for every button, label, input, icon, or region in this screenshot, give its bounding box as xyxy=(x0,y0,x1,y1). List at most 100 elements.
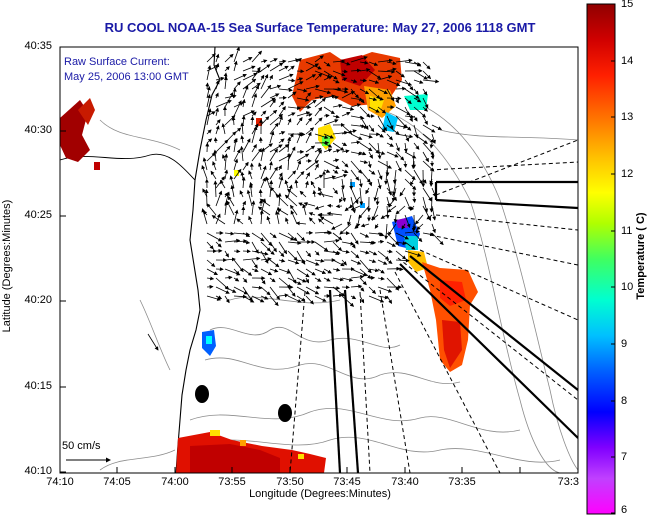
current-vector xyxy=(341,77,348,82)
surface-current-vectors xyxy=(147,47,444,351)
current-vector xyxy=(377,124,386,133)
current-vector xyxy=(413,79,424,84)
current-vector xyxy=(377,250,390,261)
current-vector xyxy=(404,169,416,180)
current-vector xyxy=(350,151,363,156)
current-vector xyxy=(422,124,436,133)
current-vector xyxy=(233,73,247,81)
current-vector xyxy=(354,223,361,229)
current-vector xyxy=(232,87,237,99)
current-vector xyxy=(268,161,273,171)
current-vector xyxy=(386,232,400,246)
current-vector xyxy=(287,65,295,72)
current-vector xyxy=(384,169,389,185)
current-vector xyxy=(312,189,317,198)
current-vector xyxy=(422,88,428,96)
current-vector xyxy=(260,268,273,276)
current-vector xyxy=(422,196,429,213)
current-vector xyxy=(332,187,338,195)
current-vector xyxy=(414,214,424,225)
current-vector xyxy=(332,241,343,252)
current-vector xyxy=(377,276,385,281)
current-vector xyxy=(201,165,208,180)
current-vector xyxy=(422,205,431,222)
current-vector xyxy=(368,240,375,245)
current-vector xyxy=(340,178,345,190)
current-vector xyxy=(215,125,220,135)
current-vector xyxy=(332,149,341,153)
current-vector xyxy=(332,70,346,77)
current-vector xyxy=(350,133,363,140)
current-vector xyxy=(305,92,312,99)
current-vector xyxy=(359,295,365,304)
current-vector xyxy=(339,196,343,204)
current-vector xyxy=(260,277,266,285)
current-vector xyxy=(314,258,325,263)
current-vector xyxy=(350,56,368,63)
current-vector xyxy=(391,187,397,203)
current-vector xyxy=(323,119,339,126)
current-vector xyxy=(431,223,436,234)
current-vector xyxy=(344,205,352,212)
current-vector xyxy=(260,295,269,300)
current-vector xyxy=(323,160,340,169)
current-vector xyxy=(413,70,428,80)
colorbar-tick-label: 8 xyxy=(621,395,628,407)
current-vector xyxy=(231,116,236,126)
current-vector xyxy=(251,50,263,63)
current-vector xyxy=(314,295,327,302)
current-vector xyxy=(233,232,250,237)
current-vector xyxy=(305,117,313,126)
current-vector xyxy=(269,259,280,268)
current-vector xyxy=(395,258,410,263)
current-vector xyxy=(359,160,369,164)
current-vector xyxy=(233,277,240,282)
current-vector xyxy=(386,142,394,147)
colorbar-tick-label: 7 xyxy=(621,451,628,463)
current-vector xyxy=(332,293,344,298)
current-vector xyxy=(233,158,239,171)
current-vector xyxy=(323,175,336,180)
current-vector xyxy=(371,214,379,221)
current-vector xyxy=(395,160,402,173)
current-vector xyxy=(215,286,230,294)
current-vector xyxy=(359,124,369,129)
current-vector xyxy=(215,176,225,189)
current-vector xyxy=(323,94,336,99)
current-vector xyxy=(413,115,418,122)
current-vector xyxy=(386,259,393,264)
current-vector xyxy=(314,205,325,210)
current-vector xyxy=(287,146,296,162)
current-vector xyxy=(371,205,379,221)
current-vector xyxy=(395,97,399,104)
current-vector xyxy=(347,214,352,226)
current-vector xyxy=(242,295,255,303)
current-vector xyxy=(275,193,289,207)
current-vector xyxy=(239,190,244,198)
current-vector xyxy=(242,232,251,237)
current-vector xyxy=(332,103,343,108)
current-vector xyxy=(206,259,216,268)
coastline xyxy=(175,47,221,473)
current-vector xyxy=(350,115,365,120)
current-vector xyxy=(269,166,278,180)
current-vector xyxy=(386,249,393,254)
colorbar-tick-label: 10 xyxy=(621,281,634,293)
current-vector xyxy=(248,170,253,180)
current-vector xyxy=(278,115,283,126)
current-vector xyxy=(314,70,332,78)
current-vector xyxy=(386,277,400,291)
current-vector xyxy=(287,136,292,153)
current-vector xyxy=(323,61,331,67)
current-vector xyxy=(358,178,363,188)
current-vector xyxy=(426,214,433,220)
current-vector xyxy=(222,154,226,162)
current-vector xyxy=(350,205,361,211)
current-vector xyxy=(242,268,253,276)
current-vector xyxy=(287,78,296,83)
current-vector xyxy=(326,211,343,216)
current-vector xyxy=(404,214,411,229)
current-vector xyxy=(323,106,335,115)
current-vector xyxy=(233,137,238,153)
current-vector xyxy=(395,133,414,139)
